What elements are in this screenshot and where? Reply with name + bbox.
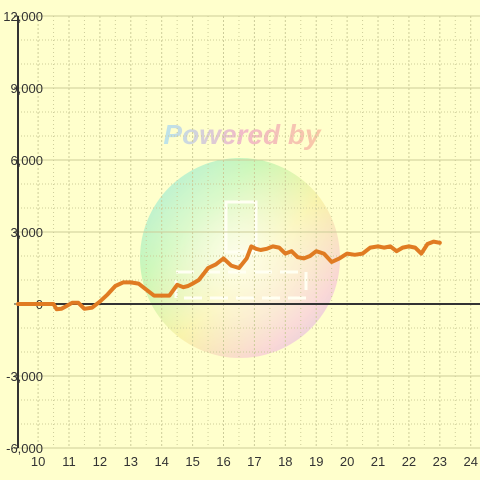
x-tick-label: 12 <box>93 454 107 469</box>
x-tick-label: 16 <box>216 454 230 469</box>
y-tick-label: 9,000 <box>10 81 43 96</box>
x-tick-label: 23 <box>433 454 447 469</box>
x-tick-label: 17 <box>247 454 261 469</box>
y-tick-label: 12,000 <box>3 9 43 24</box>
x-tick-label: 19 <box>309 454 323 469</box>
series <box>16 239 442 312</box>
x-tick-label: 13 <box>124 454 138 469</box>
watermark-glyph-bar <box>224 200 258 254</box>
series-line <box>16 239 442 312</box>
x-tick-label: 10 <box>31 454 45 469</box>
y-tick-label: 6,000 <box>10 153 43 168</box>
y-tick-label: 3,000 <box>10 225 43 240</box>
x-tick-label: 24 <box>463 454 477 469</box>
x-tick-label: 21 <box>371 454 385 469</box>
x-tick-label: 15 <box>185 454 199 469</box>
y-tick-label: -3,000 <box>6 369 43 384</box>
x-tick-label: 11 <box>62 454 76 469</box>
y-tick-label: -6,000 <box>6 441 43 456</box>
x-tick-label: 22 <box>402 454 416 469</box>
watermark-text: Powered by <box>163 119 322 150</box>
x-tick-label: 18 <box>278 454 292 469</box>
x-tick-label: 20 <box>340 454 354 469</box>
x-tick-label: 14 <box>154 454 168 469</box>
x-axis-tick-labels: 10 11 12 13 14 15 16 17 18 19 20 21 22 23 24 <box>31 454 478 469</box>
